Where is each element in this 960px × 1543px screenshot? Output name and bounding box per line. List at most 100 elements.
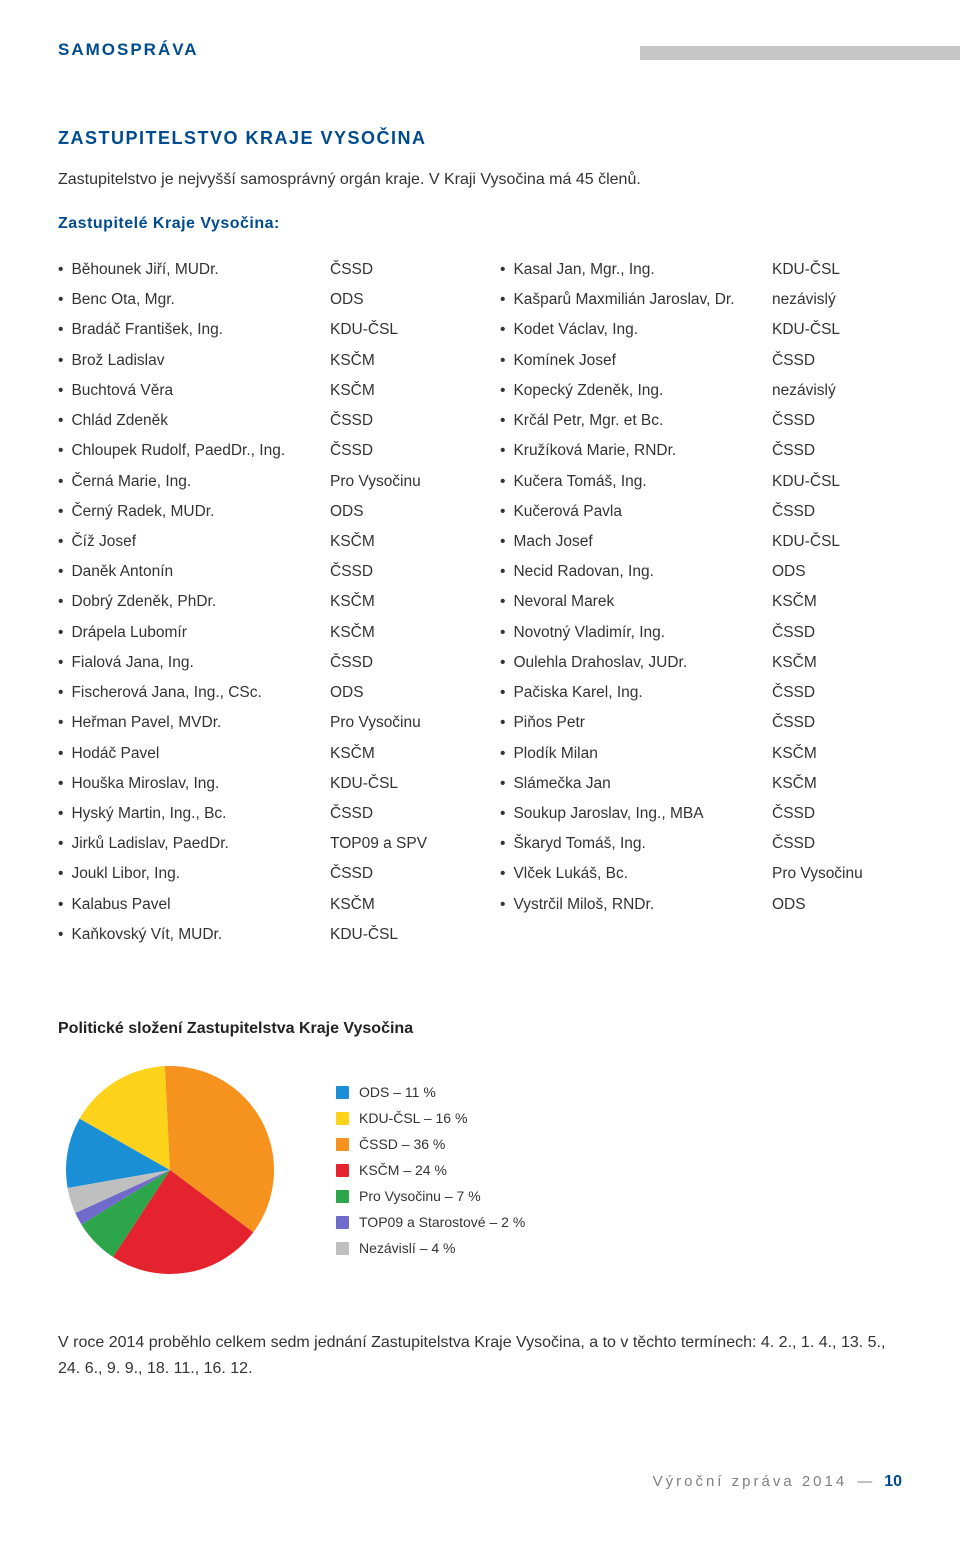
member-name: Daněk Antonín [71, 557, 330, 587]
list-item: Oulehla Drahoslav, JUDr.KSČM [500, 648, 902, 678]
member-name: Piňos Petr [513, 708, 772, 738]
member-name: Kučera Tomáš, Ing. [513, 467, 772, 497]
list-item: Brož LadislavKSČM [58, 346, 460, 376]
members-columns: Běhounek Jiří, MUDr.ČSSDBenc Ota, Mgr.OD… [58, 255, 902, 950]
member-party: ČSSD [330, 406, 460, 436]
legend-label: ODS – 11 % [359, 1084, 436, 1100]
pie-svg [66, 1066, 274, 1274]
member-name: Necid Radovan, Ing. [513, 557, 772, 587]
legend-row: ODS – 11 % [336, 1084, 525, 1100]
member-party: KSČM [772, 587, 902, 617]
member-name: Vlček Lukáš, Bc. [513, 859, 772, 889]
legend-row: KSČM – 24 % [336, 1162, 525, 1178]
member-party: KDU-ČSL [330, 769, 460, 799]
member-party: ČSSD [772, 678, 902, 708]
member-name: Kalabus Pavel [71, 890, 330, 920]
list-item: Buchtová VěraKSČM [58, 376, 460, 406]
list-item: Škaryd Tomáš, Ing.ČSSD [500, 829, 902, 859]
member-name: Bradáč František, Ing. [71, 315, 330, 345]
member-name: Číž Josef [71, 527, 330, 557]
header-bar [640, 46, 960, 60]
legend-swatch [336, 1138, 349, 1151]
list-item: Vlček Lukáš, Bc.Pro Vysočinu [500, 859, 902, 889]
footer-label: Výroční zpráva 2014 [653, 1473, 848, 1490]
list-item: Kašparů Maxmilián Jaroslav, Dr.nezávislý [500, 285, 902, 315]
chart-title: Politické složení Zastupitelstva Kraje V… [58, 1020, 902, 1038]
member-party: ČSSD [330, 799, 460, 829]
member-name: Fialová Jana, Ing. [71, 648, 330, 678]
legend-swatch [336, 1242, 349, 1255]
member-party: KSČM [330, 739, 460, 769]
member-party: ČSSD [772, 436, 902, 466]
member-name: Heřman Pavel, MVDr. [71, 708, 330, 738]
list-item: Číž JosefKSČM [58, 527, 460, 557]
list-item: Chloupek Rudolf, PaedDr., Ing.ČSSD [58, 436, 460, 466]
legend-swatch [336, 1164, 349, 1177]
member-name: Černý Radek, MUDr. [71, 497, 330, 527]
member-name: Pačiska Karel, Ing. [513, 678, 772, 708]
legend-label: Pro Vysočinu – 7 % [359, 1188, 481, 1204]
chart-block: ODS – 11 %KDU-ČSL – 16 %ČSSD – 36 %KSČM … [66, 1066, 902, 1274]
member-name: Drápela Lubomír [71, 618, 330, 648]
member-name: Chlád Zdeněk [71, 406, 330, 436]
member-party: ČSSD [772, 799, 902, 829]
intro-paragraph: Zastupitelstvo je nejvyšší samosprávný o… [58, 171, 902, 189]
member-party: ODS [330, 497, 460, 527]
list-item: Krčál Petr, Mgr. et Bc.ČSSD [500, 406, 902, 436]
list-item: Mach JosefKDU-ČSL [500, 527, 902, 557]
member-party: nezávislý [772, 285, 902, 315]
members-col-right: Kasal Jan, Mgr., Ing.KDU-ČSLKašparů Maxm… [500, 255, 902, 950]
list-item: Černý Radek, MUDr.ODS [58, 497, 460, 527]
list-item: Dobrý Zdeněk, PhDr.KSČM [58, 587, 460, 617]
member-party: KDU-ČSL [330, 920, 460, 950]
member-party: ČSSD [772, 497, 902, 527]
member-party: KSČM [330, 587, 460, 617]
list-item: Necid Radovan, Ing.ODS [500, 557, 902, 587]
member-party: Pro Vysočinu [330, 467, 460, 497]
list-item: Slámečka JanKSČM [500, 769, 902, 799]
list-item: Komínek JosefČSSD [500, 346, 902, 376]
member-party: ČSSD [330, 255, 460, 285]
member-name: Kopecký Zdeněk, Ing. [513, 376, 772, 406]
member-name: Vystrčil Miloš, RNDr. [513, 890, 772, 920]
list-item: Soukup Jaroslav, Ing., MBAČSSD [500, 799, 902, 829]
member-name: Kaňkovský Vít, MUDr. [71, 920, 330, 950]
member-name: Komínek Josef [513, 346, 772, 376]
legend-swatch [336, 1112, 349, 1125]
legend-row: KDU-ČSL – 16 % [336, 1110, 525, 1126]
list-item: Kružíková Marie, RNDr.ČSSD [500, 436, 902, 466]
member-party: ČSSD [330, 859, 460, 889]
list-item: Heřman Pavel, MVDr.Pro Vysočinu [58, 708, 460, 738]
list-item: Joukl Libor, Ing.ČSSD [58, 859, 460, 889]
member-name: Běhounek Jiří, MUDr. [71, 255, 330, 285]
list-item: Hodáč PavelKSČM [58, 739, 460, 769]
list-item: Piňos PetrČSSD [500, 708, 902, 738]
member-party: KSČM [772, 739, 902, 769]
member-party: ČSSD [772, 708, 902, 738]
member-party: KSČM [772, 648, 902, 678]
list-item: Kaňkovský Vít, MUDr.KDU-ČSL [58, 920, 460, 950]
member-party: KSČM [330, 890, 460, 920]
member-party: KDU-ČSL [772, 315, 902, 345]
list-item: Fialová Jana, Ing.ČSSD [58, 648, 460, 678]
member-name: Benc Ota, Mgr. [71, 285, 330, 315]
footer: Výroční zpráva 2014 — 10 [58, 1473, 902, 1491]
list-item: Černá Marie, Ing.Pro Vysočinu [58, 467, 460, 497]
member-name: Černá Marie, Ing. [71, 467, 330, 497]
list-item: Kodet Václav, Ing.KDU-ČSL [500, 315, 902, 345]
member-name: Nevoral Marek [513, 587, 772, 617]
list-item: Hyský Martin, Ing., Bc.ČSSD [58, 799, 460, 829]
member-party: ČSSD [330, 557, 460, 587]
member-party: Pro Vysočinu [330, 708, 460, 738]
footer-dash: — [857, 1473, 874, 1490]
members-col-left: Běhounek Jiří, MUDr.ČSSDBenc Ota, Mgr.OD… [58, 255, 460, 950]
member-party: KDU-ČSL [330, 315, 460, 345]
pie-chart [66, 1066, 274, 1274]
list-item: Houška Miroslav, Ing.KDU-ČSL [58, 769, 460, 799]
list-item: Kopecký Zdeněk, Ing.nezávislý [500, 376, 902, 406]
page-title: ZASTUPITELSTVO KRAJE VYSOČINA [58, 128, 902, 149]
member-party: KSČM [330, 346, 460, 376]
member-party: KSČM [330, 618, 460, 648]
member-name: Fischerová Jana, Ing., CSc. [71, 678, 330, 708]
member-party: KDU-ČSL [772, 527, 902, 557]
